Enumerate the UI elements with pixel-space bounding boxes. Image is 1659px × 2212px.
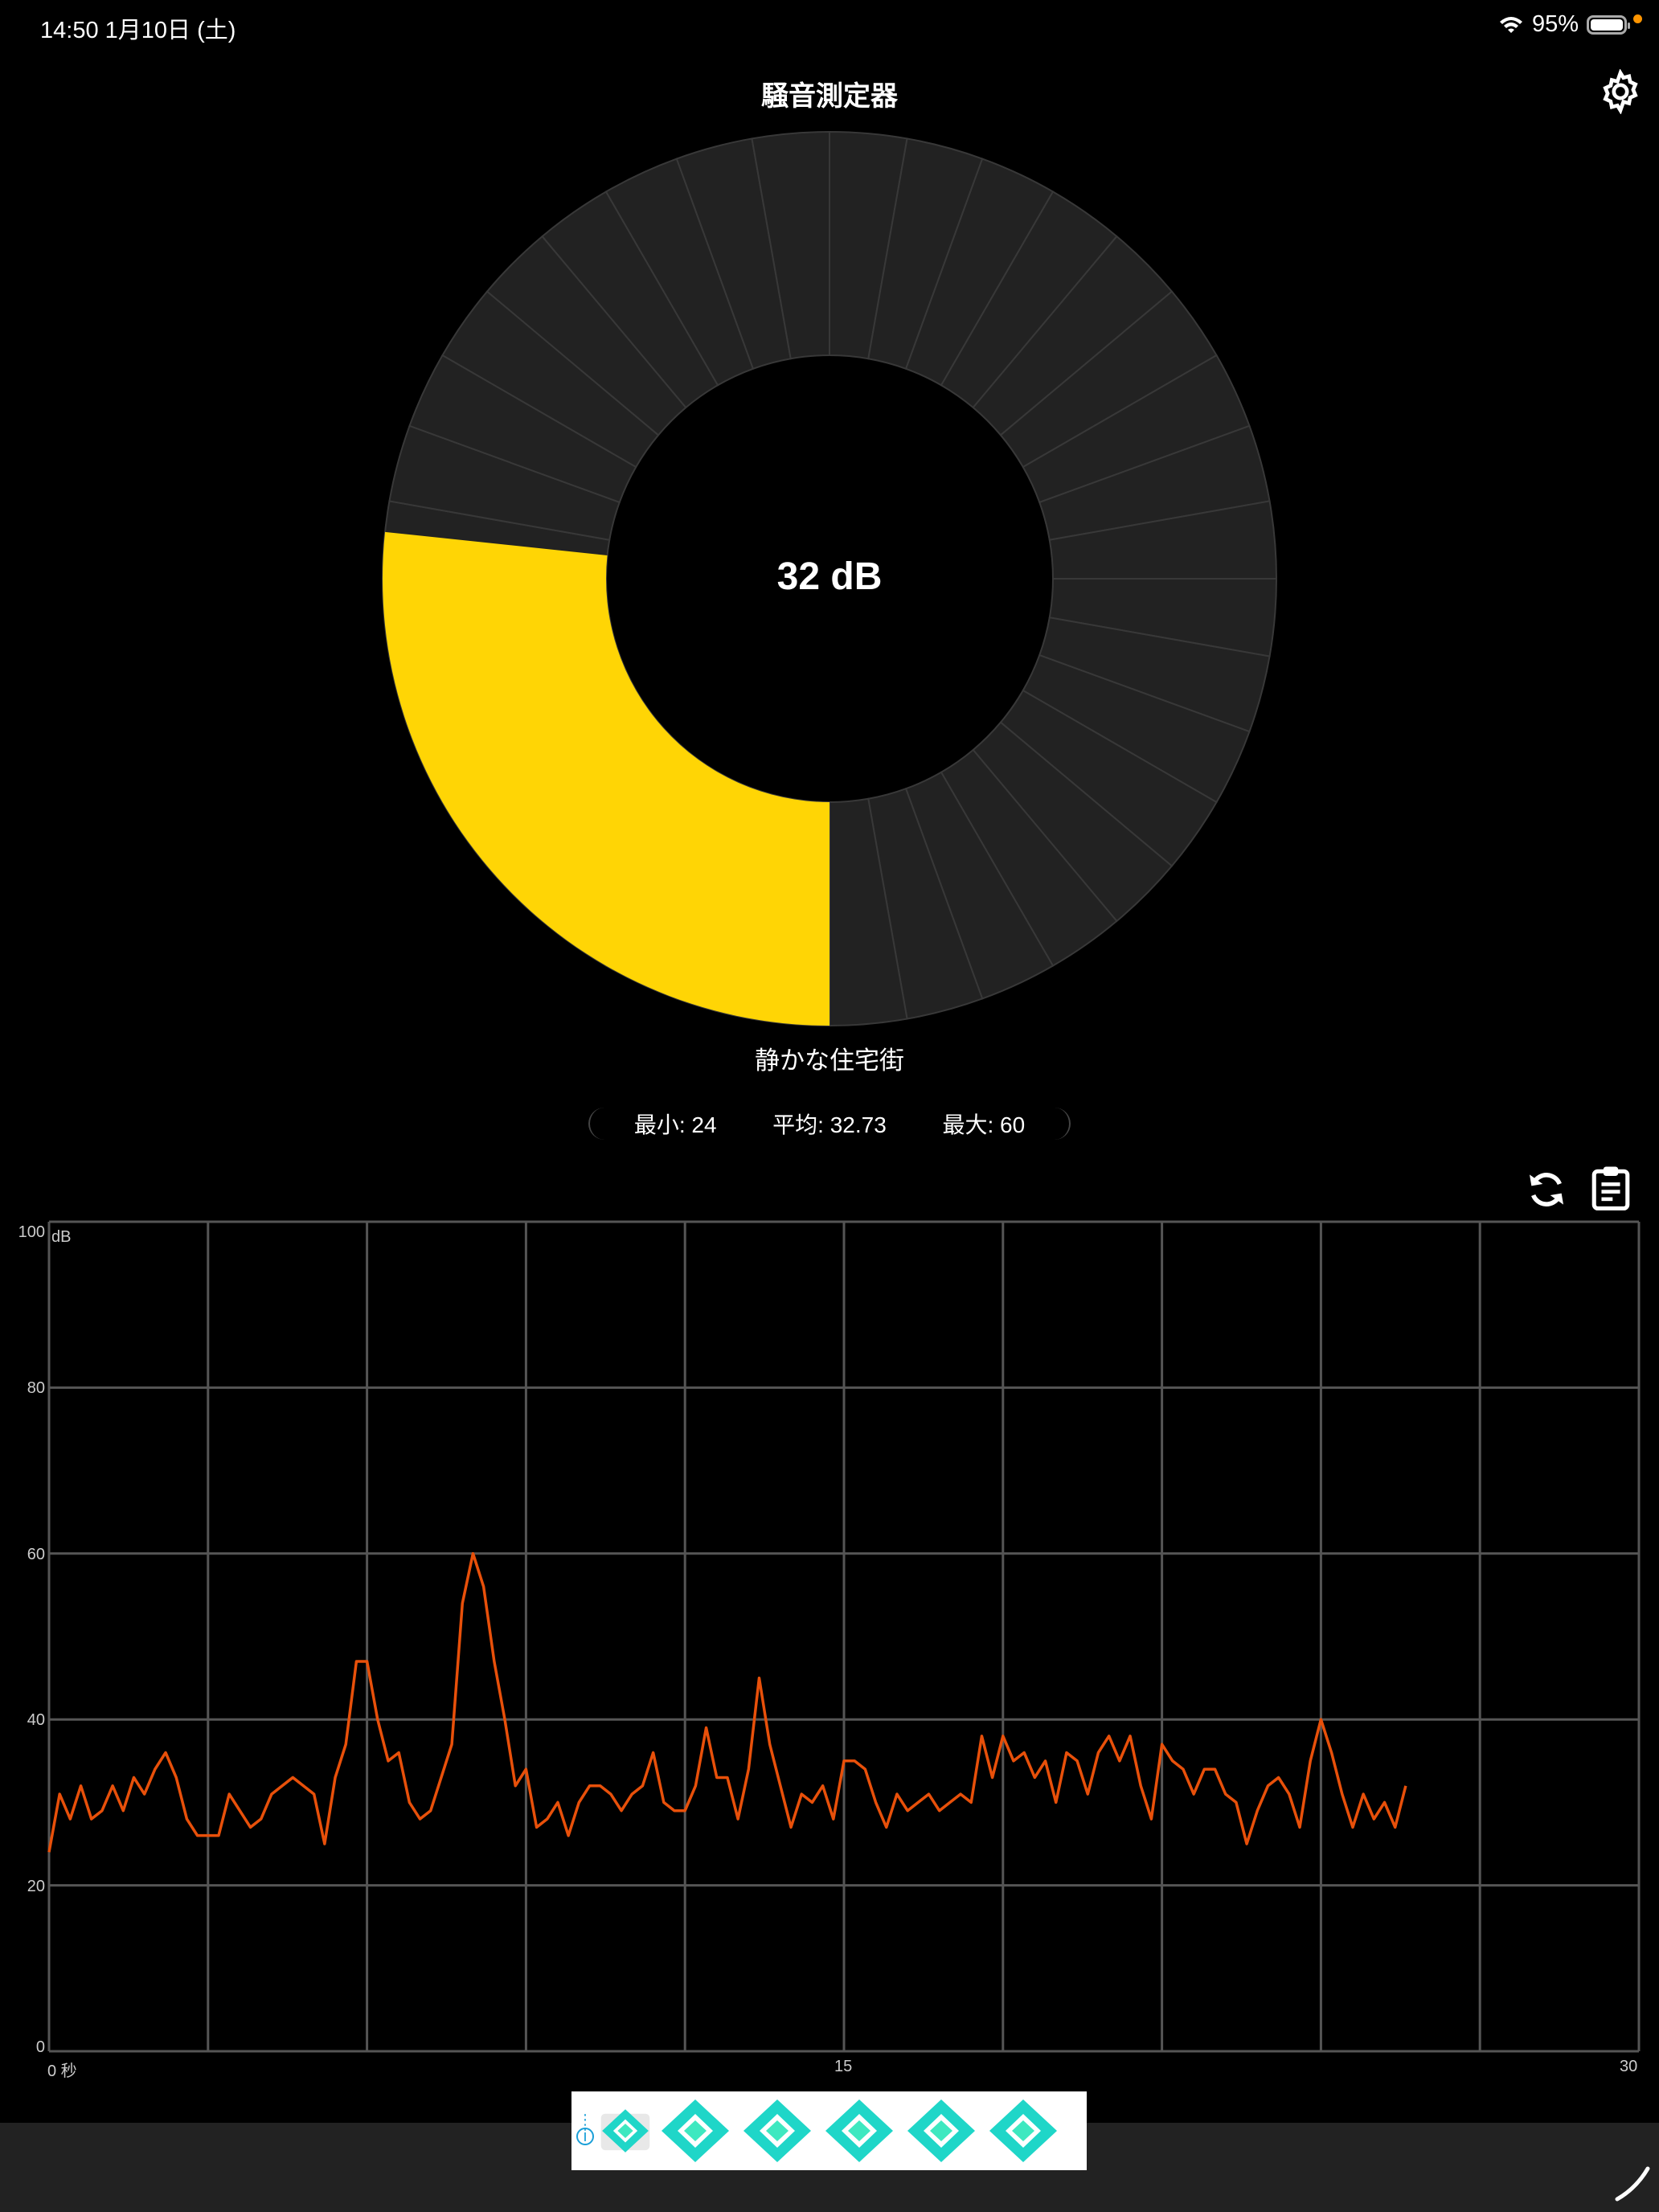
stats-pill: 最小: 24 平均: 32.73 最大: 60 bbox=[588, 1108, 1071, 1140]
stat-min: 最小: 24 bbox=[633, 1112, 717, 1137]
wifi-icon bbox=[1499, 16, 1522, 33]
status-time-date: 14:50 1月10日 (土) bbox=[40, 18, 236, 43]
battery-icon bbox=[1587, 14, 1642, 35]
y-tick-label: 60 bbox=[27, 1545, 45, 1563]
info-icon[interactable]: i bbox=[576, 2128, 594, 2145]
ad-diamond-image bbox=[989, 2099, 1057, 2162]
sound-level-gauge bbox=[381, 130, 1278, 1027]
gauge-segment bbox=[751, 130, 830, 360]
more-icon[interactable]: ⋮ bbox=[578, 2112, 592, 2128]
y-tick-label: 0 bbox=[35, 2038, 45, 2056]
y-tick-label: 20 bbox=[27, 1877, 45, 1895]
page-title: 騒音測定器 bbox=[761, 81, 898, 112]
ad-diamond-image bbox=[662, 2099, 729, 2162]
y-tick-label: 80 bbox=[27, 1379, 45, 1398]
ad-images bbox=[599, 2095, 1062, 2167]
db-history-chart bbox=[47, 1220, 1641, 2053]
stat-avg: 平均: 32.73 bbox=[772, 1112, 887, 1137]
x-tick-label: 30 bbox=[1620, 2058, 1638, 2075]
db-series-line bbox=[47, 1552, 1407, 1853]
ad-diamond-image bbox=[825, 2099, 893, 2162]
gear-icon[interactable] bbox=[1598, 69, 1643, 114]
ad-diamond-image bbox=[907, 2099, 975, 2162]
battery-percent: 95% bbox=[1531, 11, 1579, 37]
y-tick-label: 100 bbox=[18, 1223, 45, 1241]
ad-banner[interactable]: ⋮ i bbox=[571, 2091, 1087, 2170]
refresh-icon[interactable] bbox=[1524, 1167, 1569, 1212]
gauge-fill bbox=[383, 531, 830, 1026]
pencil-stroke-icon bbox=[1615, 2166, 1650, 2202]
noise-level-label: 静かな住宅街 bbox=[755, 1047, 904, 1075]
x-tick-label: 15 bbox=[834, 2058, 853, 2075]
stat-max: 最大: 60 bbox=[942, 1112, 1026, 1137]
ad-diamond-image bbox=[743, 2099, 811, 2162]
y-tick-label: 40 bbox=[27, 1711, 45, 1730]
clipboard-icon[interactable] bbox=[1590, 1164, 1632, 1212]
x-tick-label: 0 秒 bbox=[47, 2062, 77, 2080]
status-right: 95% bbox=[1498, 11, 1642, 38]
current-db-value: 32 dB bbox=[776, 555, 883, 598]
y-unit-label: dB bbox=[51, 1228, 72, 1246]
ad-diamond-image bbox=[600, 2109, 650, 2153]
